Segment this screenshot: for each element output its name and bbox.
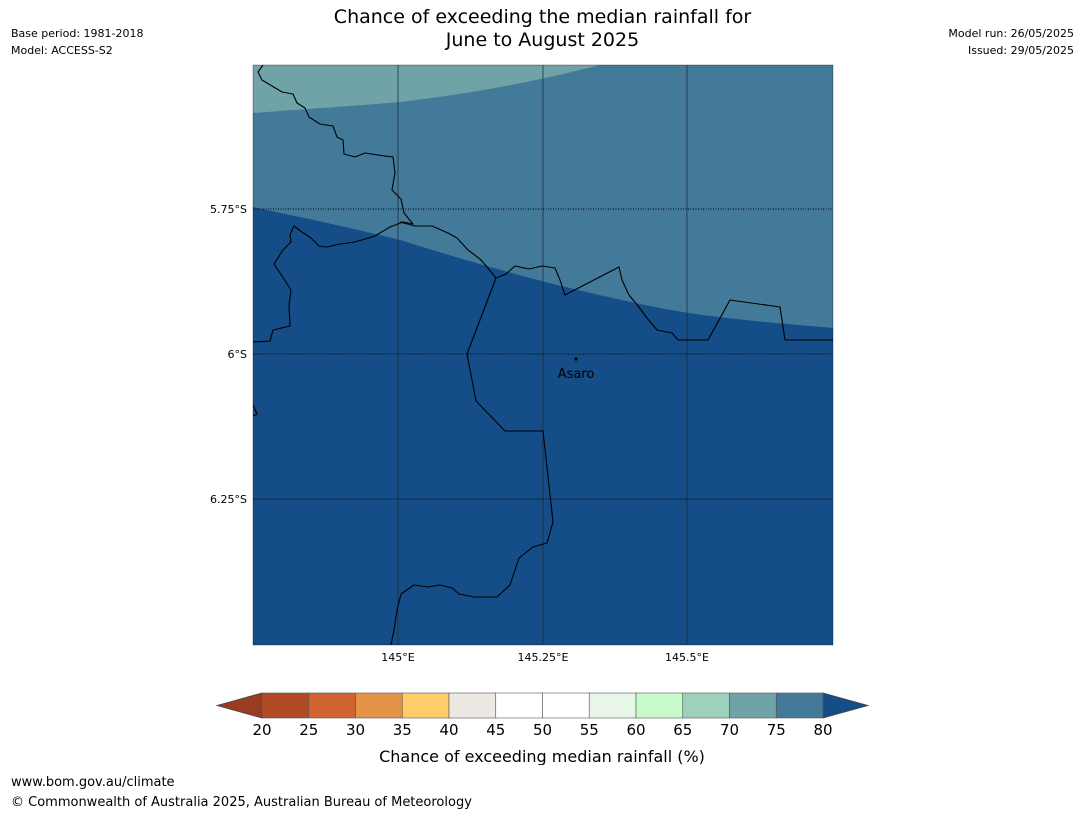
lon-label-145: 145°E	[381, 651, 414, 664]
colorbar-bin-5	[495, 692, 543, 719]
colorbar-tick-75: 75	[767, 721, 786, 739]
rainfall-map: Asaro 5.75°S 6°S 6.25°S 145°E 145.25°E 1…	[210, 64, 834, 664]
colorbar-tick-80: 80	[813, 721, 832, 739]
footer-url: www.bom.gov.au/climate	[11, 775, 175, 790]
colorbar-bin-0	[261, 692, 310, 719]
colorbar-tick-55: 55	[580, 721, 599, 739]
place-marker	[574, 357, 578, 361]
province-boundaries	[253, 65, 833, 645]
lon-label-145-5: 145.5°E	[665, 651, 709, 664]
lat-label-6: 6°S	[228, 348, 247, 361]
colorbar: 20 25 30 35 40 45 50 55 60 65 70 75 80 Chance of exc…	[215, 692, 870, 765]
colorbar-bin-4	[448, 692, 497, 719]
colorbar-bin-6	[542, 692, 590, 719]
band-70-75	[253, 65, 600, 113]
colorbar-tick-35: 35	[393, 721, 412, 739]
colorbar-tick-25: 25	[299, 721, 318, 739]
boundary-west-edge	[253, 404, 258, 417]
boundary-south	[390, 277, 554, 645]
base-period-text: Base period: 1981-2018	[11, 27, 144, 40]
header-left: Base period: 1981-2018 Model: ACCESS-S2	[11, 25, 143, 59]
colorbar-over-arrow	[822, 692, 870, 719]
colorbar-bin-8	[635, 692, 684, 719]
model-text: Model: ACCESS-S2	[11, 44, 113, 57]
colorbar-bin-11	[775, 692, 824, 719]
title-line-2: June to August 2025	[445, 29, 640, 51]
boundary-north	[253, 65, 414, 343]
colorbar-bin-10	[729, 692, 777, 719]
colorbar-bin-2	[355, 692, 403, 719]
header-right: Model run: 26/05/2025 Issued: 29/05/2025	[948, 25, 1074, 59]
colorbar-tick-40: 40	[439, 721, 458, 739]
place-label: Asaro	[558, 367, 595, 382]
colorbar-bin-9	[682, 692, 730, 719]
map-frame	[252, 64, 834, 646]
page-title: Chance of exceeding the median rainfall …	[0, 6, 1085, 52]
footer-copyright: © Commonwealth of Australia 2025, Austra…	[11, 795, 472, 810]
colorbar-tick-70: 70	[720, 721, 739, 739]
boundary-central	[399, 221, 833, 341]
issued-text: Issued: 29/05/2025	[967, 44, 1074, 57]
colorbar-under-arrow	[215, 692, 263, 719]
colorbar-tick-labels: 20 25 30 35 40 45 50 55 60 65 70 75 80	[252, 721, 832, 739]
lon-label-145-25: 145.25°E	[518, 651, 569, 664]
colorbar-bins	[215, 692, 870, 719]
model-run-text: Model run: 26/05/2025	[948, 27, 1074, 40]
colorbar-tick-60: 60	[626, 721, 645, 739]
lat-label-5-75: 5.75°S	[210, 203, 247, 216]
footer: www.bom.gov.au/climate © Commonwealth of…	[11, 773, 472, 813]
colorbar-tick-30: 30	[346, 721, 365, 739]
colorbar-tick-65: 65	[673, 721, 692, 739]
colorbar-label: Chance of exceeding median rainfall (%)	[379, 747, 705, 765]
colorbar-bin-7	[588, 692, 637, 719]
colorbar-tick-50: 50	[533, 721, 552, 739]
colorbar-tick-20: 20	[252, 721, 271, 739]
colorbar-bin-1	[308, 692, 356, 719]
lat-label-6-25: 6.25°S	[210, 493, 247, 506]
colorbar-bin-3	[401, 692, 450, 719]
title-line-1: Chance of exceeding the median rainfall …	[333, 6, 752, 28]
colorbar-tick-45: 45	[486, 721, 505, 739]
